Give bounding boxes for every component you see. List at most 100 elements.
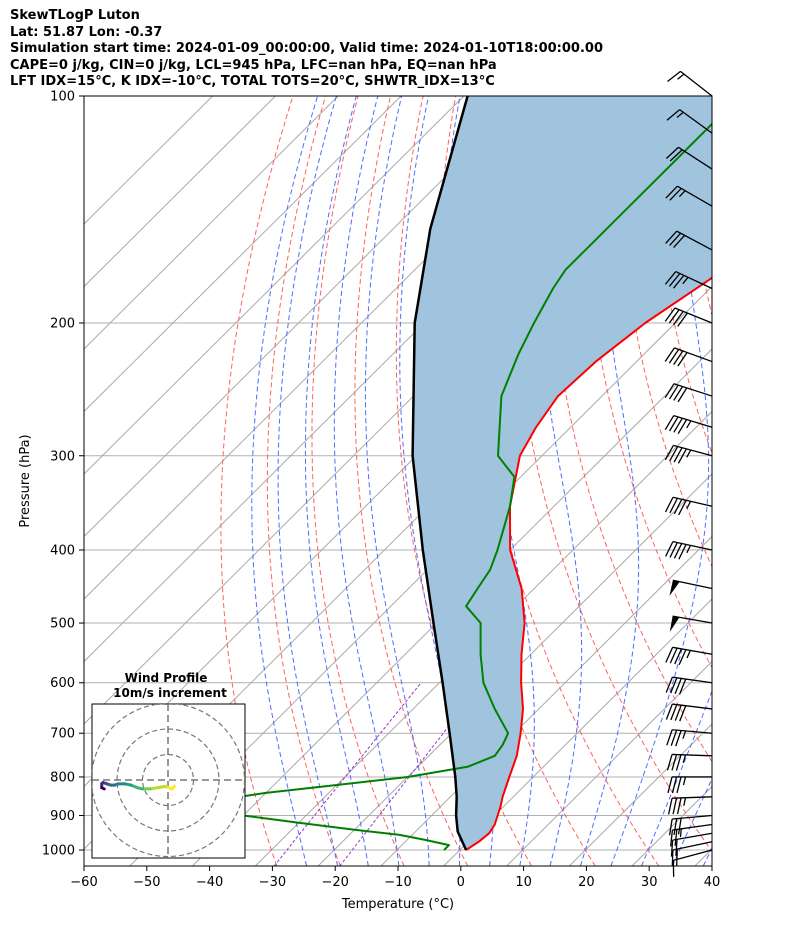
barb-flag <box>670 729 678 746</box>
y-tick-label: 900 <box>50 809 75 824</box>
time-line: Simulation start time: 2024-01-09_00:00:… <box>10 41 603 56</box>
barb-staff <box>677 185 713 207</box>
barb-flag <box>665 230 678 244</box>
wind-barb <box>667 796 713 815</box>
wind-barb <box>665 185 713 207</box>
barb-flag <box>678 544 687 560</box>
barb-flag <box>669 446 679 462</box>
stable-area-shading <box>412 96 712 850</box>
barb-flag <box>675 730 682 747</box>
wind-barb <box>669 579 713 596</box>
barb-flag <box>664 271 677 285</box>
x-tick-label: −50 <box>133 875 160 890</box>
dewpoint-line <box>205 122 712 851</box>
barb-pennant <box>669 616 680 632</box>
hodograph-trace-segment <box>100 786 106 791</box>
barb-flag <box>665 647 674 663</box>
barb-staff <box>674 307 713 324</box>
barb-staff <box>673 414 713 428</box>
moist-adiabat <box>364 96 430 866</box>
barb-half-flag <box>677 73 685 80</box>
x-axis-ticks: −60 −50 −40 −30 −20 −10 0 10 20 30 40 <box>70 866 720 890</box>
barb-flag <box>667 70 681 83</box>
y-tick-label: 600 <box>50 676 75 691</box>
barb-flag <box>670 704 678 721</box>
chart-header: SkewTLogP Luton Lat: 51.87 Lon: -0.37 Si… <box>10 8 603 91</box>
barb-flag <box>676 849 678 866</box>
barb-flag <box>673 818 678 836</box>
location-line: Lat: 51.87 Lon: -0.37 <box>10 24 163 40</box>
barb-flag <box>674 704 682 721</box>
wind-barb <box>664 307 713 327</box>
isotherm <box>254 410 712 866</box>
wind-barb <box>667 70 713 97</box>
parcel-line <box>411 96 469 851</box>
y-tick-label: 500 <box>50 617 75 632</box>
wind-barb <box>664 496 713 516</box>
x-tick-label: −60 <box>70 875 97 890</box>
moist-adiabat <box>277 96 339 866</box>
isotherm <box>84 96 527 538</box>
temperature-line <box>465 276 712 851</box>
wind-barb <box>667 776 712 794</box>
y-tick-label: 100 <box>50 90 75 105</box>
isotherm <box>84 96 276 288</box>
barb-staff <box>672 496 713 507</box>
barb-flag <box>666 754 673 771</box>
barb-staff <box>673 849 713 862</box>
barb-staff <box>672 676 713 684</box>
barb-staff <box>672 841 713 851</box>
barb-flag <box>678 649 687 665</box>
y-tick-label: 400 <box>50 543 75 558</box>
hodograph-ring <box>92 704 245 858</box>
wind-barb <box>672 849 713 877</box>
wind-barb <box>666 109 713 134</box>
moist-adiabat <box>702 846 712 866</box>
barb-flag <box>673 274 685 289</box>
barb-flag <box>668 416 679 432</box>
barb-flag <box>675 839 678 856</box>
dry-adiabat <box>311 96 405 866</box>
dry-adiabat <box>435 96 596 866</box>
barb-flag <box>664 445 674 461</box>
wind-barb <box>664 444 713 464</box>
barb-flag <box>667 776 673 794</box>
wind-barb <box>669 615 713 632</box>
barb-flag <box>673 543 683 559</box>
barb-staff <box>672 729 713 734</box>
barb-flag <box>677 448 687 464</box>
y-tick-label: 300 <box>50 449 75 464</box>
x-tick-label: −20 <box>321 875 348 890</box>
cape-cin-shading <box>412 96 712 850</box>
dry-adiabat <box>266 96 341 866</box>
barb-half-flag <box>676 111 684 119</box>
wind-barb <box>665 703 713 722</box>
barb-flag <box>672 797 678 815</box>
wind-barb <box>666 753 713 771</box>
barb-flag <box>674 829 678 846</box>
barb-staff <box>672 753 713 757</box>
barb-flag <box>669 232 682 246</box>
x-tick-label: −40 <box>196 875 223 890</box>
barb-flag <box>673 447 683 463</box>
barb-flag <box>667 798 673 815</box>
barb-half-flag <box>683 797 687 806</box>
wind-barb <box>665 676 713 695</box>
barb-staff <box>672 814 713 820</box>
barb-flag <box>673 234 686 249</box>
wind-barb <box>666 729 713 747</box>
wind-barb <box>664 414 713 434</box>
y-axis-ticks: 1000 900 800 700 600 500 400 300 200 100 <box>42 90 84 859</box>
barb-flag <box>664 496 674 513</box>
barb-flag <box>665 676 673 693</box>
barb-staff <box>675 270 713 290</box>
barb-flag <box>669 542 678 558</box>
barb-flag <box>670 677 678 694</box>
wind-barb <box>668 814 713 836</box>
barb-half-flag <box>686 545 692 554</box>
wind-barb <box>665 646 713 665</box>
dry-adiabat <box>748 96 794 866</box>
x-tick-label: 0 <box>457 875 465 890</box>
barb-flag <box>669 647 678 664</box>
barb-half-flag <box>682 276 689 285</box>
